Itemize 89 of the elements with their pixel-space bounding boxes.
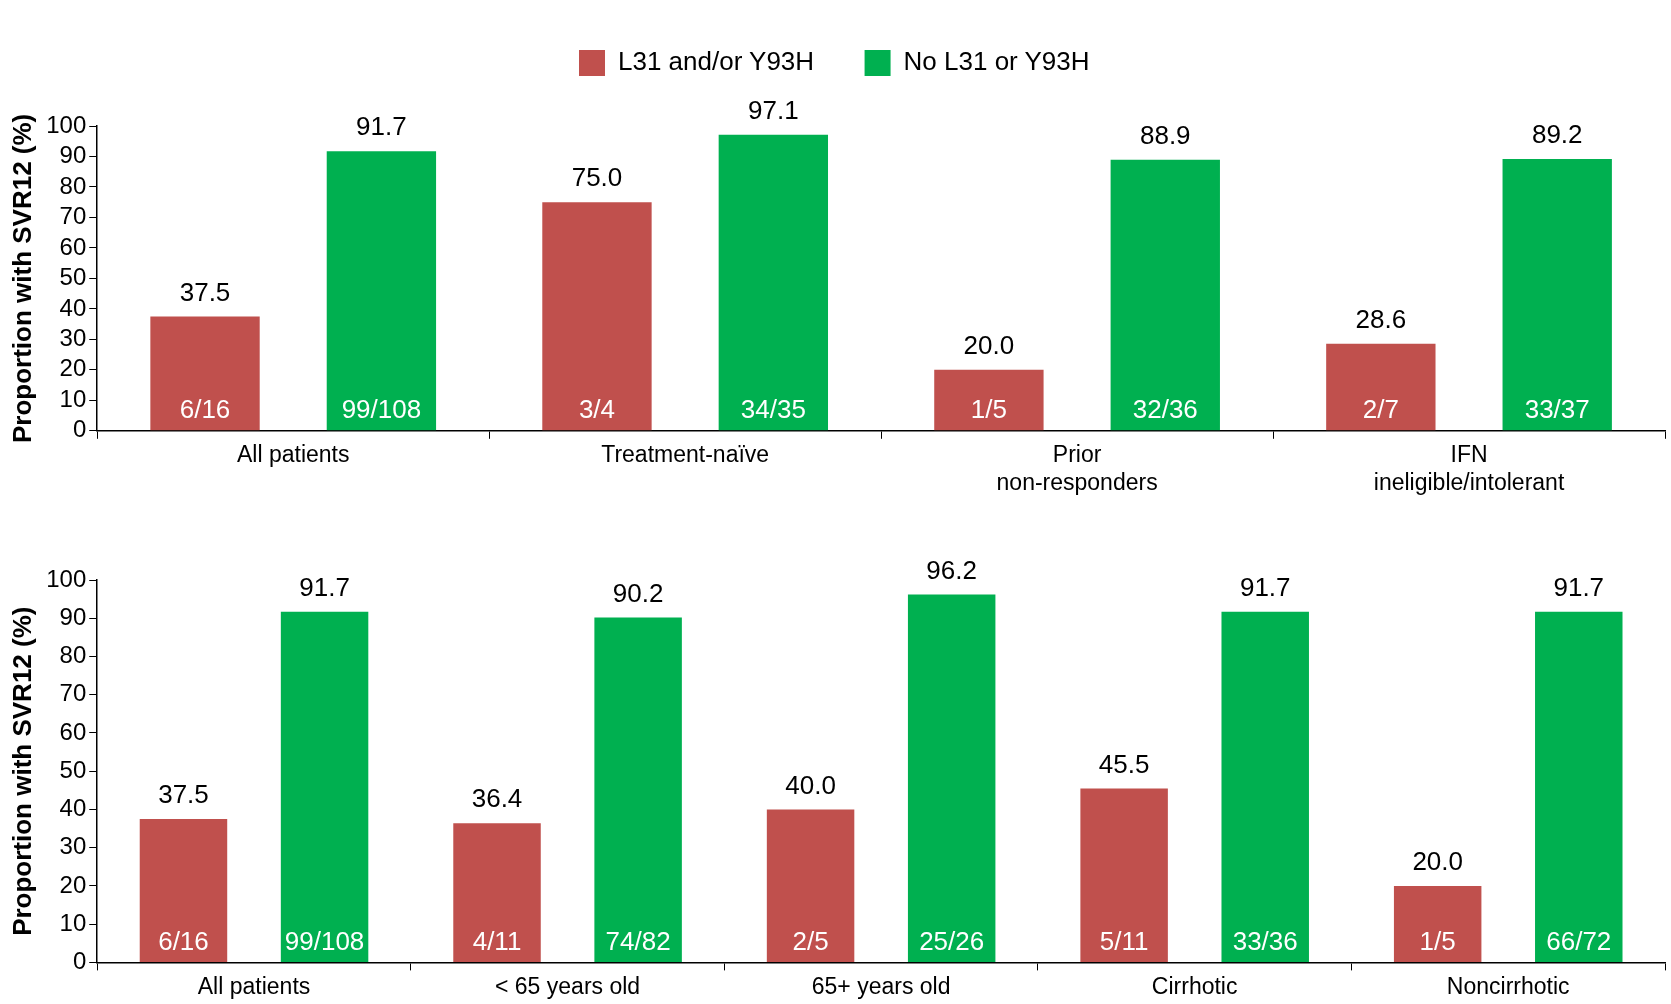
annotation: 33/37 (1524, 393, 1590, 424)
y-tick-label: 60 (59, 717, 87, 745)
y-tick-label: 0 (72, 947, 87, 975)
annotation: 2/5 (792, 925, 829, 956)
y-tick-label: 50 (59, 755, 87, 783)
data-label: 37.5 (179, 276, 231, 307)
annotation: 74/82 (605, 925, 671, 956)
annotation: 5/11 (1099, 925, 1149, 956)
bar (542, 202, 652, 431)
bar (1535, 611, 1623, 962)
data-label: 91.7 (356, 111, 407, 142)
legend-label: No L31 or Y93H (903, 46, 1090, 77)
bar (150, 316, 260, 431)
data-label: 91.7 (299, 571, 350, 602)
y-tick-label: 10 (59, 384, 87, 412)
y-tick-label: 0 (72, 415, 87, 443)
data-label: 88.9 (1139, 120, 1191, 150)
data-label: 75.0 (571, 162, 623, 193)
x-tick-label: Treatment-naïve (601, 440, 770, 467)
y-tick-label: 40 (59, 794, 87, 822)
legend-label: L31 and/or Y93H (617, 46, 815, 77)
y-tick-label: 30 (59, 832, 87, 860)
bar (280, 611, 369, 962)
y-tick-label: 20 (59, 870, 87, 898)
bar (453, 823, 541, 962)
annotation: 6/16 (179, 393, 231, 424)
bar (1502, 158, 1612, 431)
annotation: 33/36 (1232, 925, 1298, 956)
bar (1326, 343, 1436, 431)
y-tick-label: 80 (59, 641, 87, 669)
x-tick-label: Prior non-responders (996, 440, 1158, 495)
data-label: 97.1 (748, 95, 799, 126)
annotation: 66/72 (1546, 925, 1612, 956)
annotation: 2/7 (1362, 393, 1399, 424)
y-tick-label: 100 (46, 564, 87, 592)
annotation: 1/5 (970, 393, 1007, 424)
bar (1080, 788, 1168, 962)
bar (1221, 611, 1309, 962)
y-tick-label: 90 (59, 141, 87, 169)
y-tick-label: 50 (59, 263, 87, 291)
data-label: 89.2 (1531, 119, 1583, 150)
y-tick-label: 70 (59, 202, 87, 230)
data-label: 90.2 (612, 577, 664, 608)
y-tick-label: 80 (59, 171, 87, 199)
annotation: 6/16 (158, 925, 209, 956)
annotation: 1/5 (1419, 925, 1456, 956)
x-tick-label: Noncirrhotic (1446, 972, 1570, 999)
x-tick-label: All patients (197, 972, 311, 999)
y-axis-title: Proportion with SVR12 (%) (6, 606, 37, 936)
data-label: 36.4 (471, 783, 523, 814)
data-label: 20.0 (1412, 846, 1463, 877)
x-tick-label: < 65 years old (495, 972, 641, 999)
annotation: 4/11 (472, 925, 522, 956)
data-label: 37.5 (158, 779, 209, 810)
bar (718, 134, 829, 431)
annotation: 99/108 (341, 393, 422, 424)
bar (934, 369, 1044, 431)
y-tick-label: 60 (59, 232, 87, 260)
annotation: 34/35 (740, 393, 806, 424)
bar (766, 809, 855, 962)
annotation: 32/36 (1132, 393, 1198, 424)
y-tick-label: 10 (59, 908, 87, 936)
annotation: 99/108 (284, 925, 365, 956)
annotation: 25/26 (919, 925, 985, 956)
data-label: 91.7 (1239, 571, 1291, 602)
x-tick-label: IFN ineligible/intolerant (1373, 440, 1565, 495)
bar (594, 617, 682, 962)
annotation: 3/4 (578, 393, 616, 424)
data-label: 40.0 (785, 769, 836, 800)
y-tick-label: 40 (59, 293, 87, 321)
y-tick-label: 100 (46, 110, 87, 138)
data-label: 45.5 (1098, 748, 1150, 779)
y-axis-title: Proportion with SVR12 (%) (6, 113, 37, 444)
y-tick-label: 30 (59, 323, 87, 351)
data-label: 91.7 (1553, 571, 1605, 602)
data-label: 28.6 (1355, 303, 1407, 334)
bar (326, 151, 437, 431)
bar (1110, 159, 1220, 431)
data-label: 96.2 (926, 554, 977, 585)
x-tick-label: All patients (236, 440, 350, 467)
y-tick-label: 20 (59, 354, 87, 382)
x-tick-label: 65+ years old (811, 972, 951, 999)
data-label: 20.0 (963, 330, 1015, 361)
y-tick-label: 70 (59, 679, 87, 707)
y-tick-label: 90 (59, 602, 87, 630)
bar (907, 594, 996, 962)
bar (1393, 885, 1482, 962)
x-tick-label: Cirrhotic (1151, 972, 1238, 999)
bar (139, 819, 228, 962)
